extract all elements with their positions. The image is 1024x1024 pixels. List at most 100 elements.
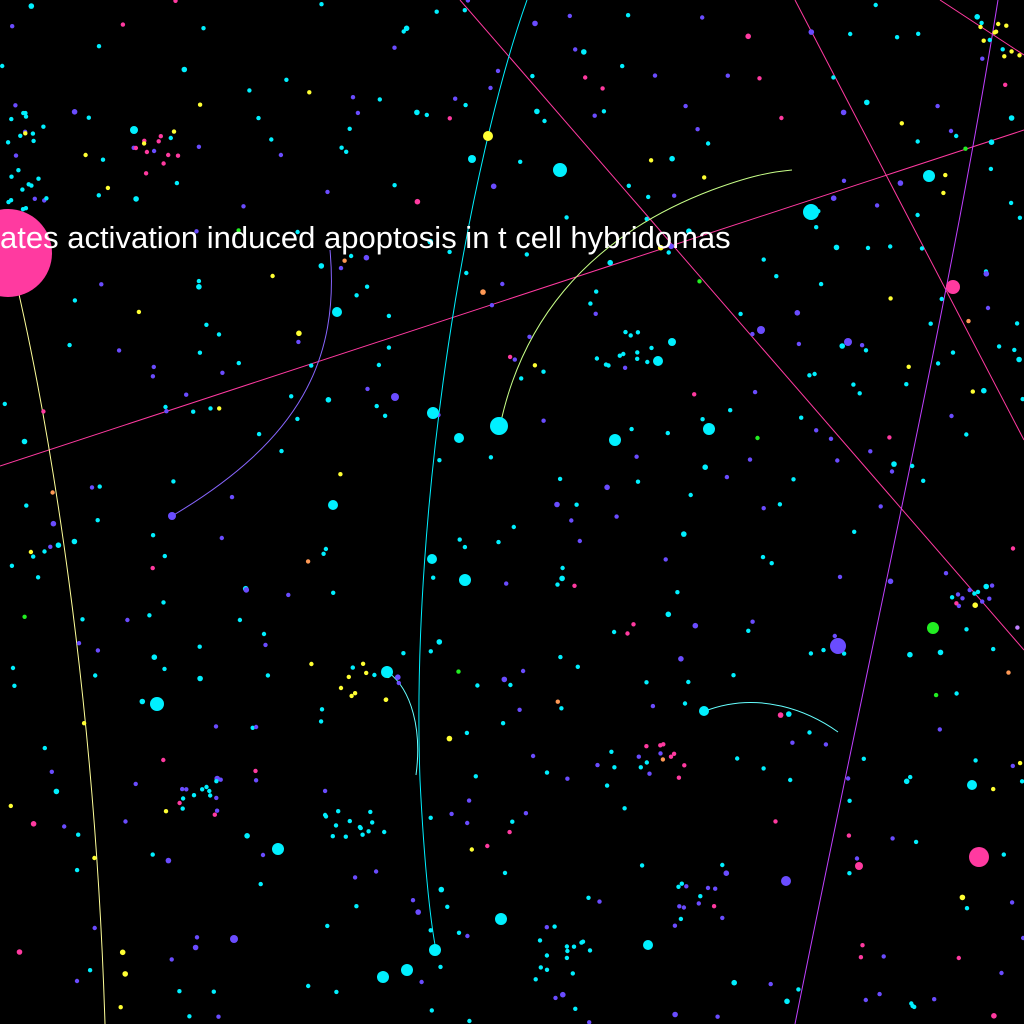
graph-node-small-138[interactable] bbox=[197, 644, 202, 649]
graph-node-small-129[interactable] bbox=[939, 296, 944, 302]
graph-node-small-187[interactable] bbox=[768, 981, 773, 987]
graph-node-small-25[interactable] bbox=[97, 484, 102, 489]
graph-node-small-81[interactable] bbox=[954, 133, 959, 139]
graph-node-small-655[interactable] bbox=[180, 786, 185, 792]
graph-node-small-85[interactable] bbox=[244, 833, 250, 839]
graph-node-small-536[interactable] bbox=[638, 765, 643, 770]
graph-node-small-516[interactable] bbox=[28, 3, 35, 9]
graph-node-small-475[interactable] bbox=[180, 806, 185, 811]
graph-node-small-161[interactable] bbox=[236, 228, 241, 233]
graph-node-small-23[interactable] bbox=[449, 811, 454, 817]
graph-node-small-441[interactable] bbox=[1014, 321, 1020, 326]
graph-node-small-663[interactable] bbox=[214, 779, 219, 784]
graph-node-small-450[interactable] bbox=[436, 639, 443, 645]
graph-node-small-199[interactable] bbox=[681, 531, 687, 537]
graph-node-small-215[interactable] bbox=[197, 102, 203, 107]
graph-node-small-537[interactable] bbox=[647, 771, 652, 776]
graph-node-small-507[interactable] bbox=[518, 159, 523, 164]
graph-node-small-84[interactable] bbox=[465, 933, 470, 939]
graph-node-small-428[interactable] bbox=[686, 228, 692, 234]
graph-node-small-654[interactable] bbox=[191, 793, 197, 798]
graph-node-small-472[interactable] bbox=[760, 554, 766, 560]
graph-node-small-15[interactable] bbox=[392, 183, 397, 188]
graph-node-small-388[interactable] bbox=[974, 13, 980, 20]
graph-node-small-403[interactable] bbox=[161, 600, 166, 605]
graph-node-small-126[interactable] bbox=[50, 520, 57, 527]
graph-node-small-469[interactable] bbox=[908, 774, 913, 780]
graph-node-small-50[interactable] bbox=[626, 183, 631, 188]
graph-node-small-142[interactable] bbox=[61, 824, 67, 829]
graph-node-small-415[interactable] bbox=[950, 350, 956, 355]
graph-node-small-395[interactable] bbox=[678, 656, 684, 662]
graph-node-small-411[interactable] bbox=[133, 196, 139, 202]
graph-node-small-421[interactable] bbox=[1010, 546, 1016, 551]
graph-node-small-1[interactable] bbox=[665, 430, 670, 436]
graph-node-small-140[interactable] bbox=[0, 63, 5, 69]
graph-node-small-529[interactable] bbox=[175, 153, 181, 158]
graph-node-small-7[interactable] bbox=[644, 216, 649, 222]
graph-node-small-185[interactable] bbox=[181, 66, 188, 73]
graph-node-small-505[interactable] bbox=[196, 144, 202, 149]
graph-node-small-518[interactable] bbox=[932, 997, 937, 1002]
graph-node-small-559[interactable] bbox=[30, 131, 36, 136]
graph-node-small-8[interactable] bbox=[347, 126, 352, 131]
graph-node-small-243[interactable] bbox=[480, 289, 486, 295]
graph-node-small-53[interactable] bbox=[191, 409, 196, 414]
graph-node-small-604[interactable] bbox=[621, 351, 626, 357]
graph-node-small-435[interactable] bbox=[863, 348, 869, 353]
graph-node-small-260[interactable] bbox=[12, 683, 17, 688]
graph-node-small-386[interactable] bbox=[577, 538, 582, 544]
graph-node-small-426[interactable] bbox=[1003, 82, 1008, 88]
graph-node-small-412[interactable] bbox=[715, 1014, 720, 1019]
graph-node-small-321[interactable] bbox=[874, 203, 880, 208]
graph-node-small-271[interactable] bbox=[456, 669, 461, 674]
graph-node-small-310[interactable] bbox=[668, 243, 674, 250]
graph-node-31[interactable] bbox=[230, 935, 238, 943]
graph-node-small-266[interactable] bbox=[253, 778, 259, 783]
graph-node-small-659[interactable] bbox=[214, 795, 219, 801]
graph-node-small-69[interactable] bbox=[120, 22, 126, 27]
graph-node-small-493[interactable] bbox=[848, 31, 853, 37]
graph-node-small-178[interactable] bbox=[889, 469, 895, 474]
graph-node-small-515[interactable] bbox=[983, 583, 989, 590]
graph-node-small-291[interactable] bbox=[859, 343, 865, 348]
graph-node-small-17[interactable] bbox=[700, 15, 705, 20]
graph-node-small-302[interactable] bbox=[790, 740, 795, 745]
graph-node-small-194[interactable] bbox=[796, 987, 801, 992]
graph-node-32[interactable] bbox=[844, 338, 852, 346]
graph-node-8[interactable] bbox=[427, 407, 439, 419]
graph-node-small-456[interactable] bbox=[354, 293, 359, 298]
graph-node-small-227[interactable] bbox=[95, 518, 100, 523]
graph-node-small-631[interactable] bbox=[370, 820, 375, 825]
graph-node-small-152[interactable] bbox=[731, 673, 736, 678]
graph-node-10[interactable] bbox=[609, 434, 621, 446]
graph-node-small-209[interactable] bbox=[321, 551, 326, 556]
graph-node-22[interactable] bbox=[401, 964, 413, 976]
graph-node-small-216[interactable] bbox=[941, 190, 946, 196]
graph-node-small-513[interactable] bbox=[956, 955, 961, 961]
graph-node-small-10[interactable] bbox=[80, 617, 85, 622]
graph-node-small-644[interactable] bbox=[1002, 54, 1007, 59]
graph-node-small-318[interactable] bbox=[192, 944, 199, 951]
graph-node-small-347[interactable] bbox=[573, 1006, 578, 1011]
graph-node-small-657[interactable] bbox=[214, 808, 220, 813]
graph-node-small-57[interactable] bbox=[92, 925, 97, 931]
graph-node-small-592[interactable] bbox=[678, 916, 684, 922]
graph-node-small-371[interactable] bbox=[194, 229, 199, 234]
graph-node-small-484[interactable] bbox=[688, 492, 693, 498]
graph-node-small-226[interactable] bbox=[555, 699, 560, 704]
graph-node-15[interactable] bbox=[459, 574, 471, 586]
graph-node-small-286[interactable] bbox=[339, 145, 344, 150]
graph-node-small-264[interactable] bbox=[86, 115, 92, 120]
graph-node-small-401[interactable] bbox=[808, 29, 815, 35]
graph-node-small-629[interactable] bbox=[343, 834, 348, 839]
graph-node-small-313[interactable] bbox=[318, 719, 324, 724]
graph-node-small-556[interactable] bbox=[9, 116, 14, 122]
graph-node-30[interactable] bbox=[168, 512, 176, 520]
graph-node-small-594[interactable] bbox=[677, 904, 682, 909]
graph-node-small-509[interactable] bbox=[331, 590, 336, 595]
graph-node-small-497[interactable] bbox=[845, 776, 851, 781]
graph-node-small-610[interactable] bbox=[635, 356, 640, 361]
graph-node-small-499[interactable] bbox=[794, 310, 801, 316]
graph-node-small-95[interactable] bbox=[519, 376, 524, 381]
